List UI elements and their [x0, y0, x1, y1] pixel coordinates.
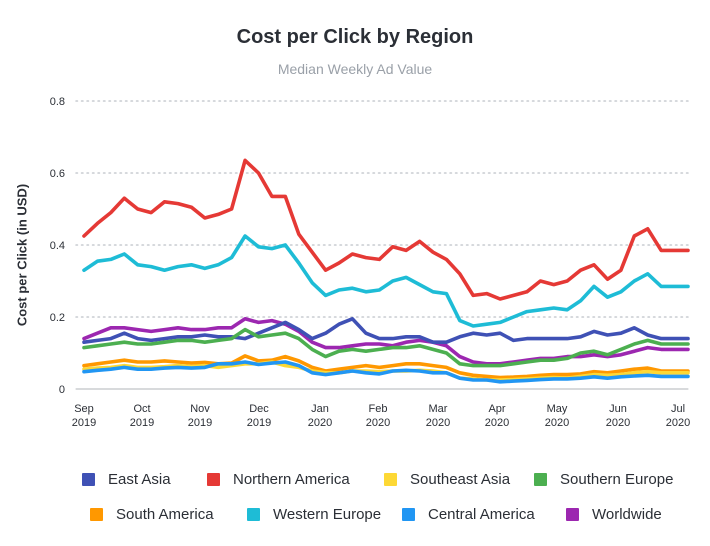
legend-label: East Asia — [108, 471, 171, 488]
legend-label: Southeast Asia — [410, 471, 511, 488]
legend-item-south-america[interactable]: South America — [90, 506, 214, 523]
x-tick-label-year: 2019 — [247, 417, 271, 429]
legend-item-southeast-asia[interactable]: Southeast Asia — [384, 471, 510, 488]
x-tick-label-year: 2020 — [666, 417, 690, 429]
legend-swatch — [534, 473, 547, 486]
series-line-worldwide — [82, 316, 690, 366]
x-tick-label: Jul — [671, 403, 685, 415]
legend-label: Western Europe — [273, 506, 382, 523]
legend-item-western-europe[interactable]: Western Europe — [247, 506, 381, 523]
x-tick-label: Sep — [74, 403, 94, 415]
x-tick-label-year: 2019 — [130, 417, 154, 429]
x-tick-label-year: 2020 — [426, 417, 450, 429]
x-tick-label: Jan — [311, 403, 329, 415]
x-axis-ticks: Sep 2019 Oct 2019 Nov 2019 Dec 2019 Jan 2020 Feb 20… — [72, 403, 690, 429]
series-line-northern-america — [82, 158, 690, 301]
series-line-south-america — [82, 354, 690, 380]
y-axis-ticks: 0 0.2 0.4 0.6 0.8 — [50, 96, 65, 396]
x-tick-label: Nov — [190, 403, 210, 415]
legend-item-central-america[interactable]: Central America — [402, 506, 535, 523]
x-tick-label: Dec — [249, 403, 269, 415]
chart-subtitle: Median Weekly Ad Value — [277, 61, 433, 77]
y-tick-label: 0.4 — [50, 240, 65, 252]
x-tick-label-year: 2020 — [606, 417, 630, 429]
legend-swatch — [90, 508, 103, 521]
series-line-central-america — [82, 360, 690, 384]
x-tick-label: Feb — [369, 403, 388, 415]
chart-legend: East Asia Northern America Southeast Asia S… — [0, 462, 710, 542]
x-tick-label: Oct — [133, 403, 150, 415]
legend-swatch — [82, 473, 95, 486]
x-tick-label: Mar — [429, 403, 448, 415]
x-tick-label-year: 2019 — [188, 417, 212, 429]
legend-label: Worldwide — [592, 506, 662, 523]
legend-item-northern-america[interactable]: Northern America — [207, 471, 350, 488]
y-tick-label: 0 — [59, 384, 65, 396]
legend-item-worldwide[interactable]: Worldwide — [566, 506, 662, 523]
chart-title: Cost per Click by Region — [236, 26, 474, 48]
legend-label: Central America — [428, 506, 535, 523]
x-tick-label-year: 2020 — [308, 417, 332, 429]
y-tick-label: 0.8 — [50, 96, 65, 108]
y-tick-label: 0.2 — [50, 312, 65, 324]
x-tick-label-year: 2020 — [545, 417, 569, 429]
line-chart: 0 0.2 0.4 0.6 0.8 Sep 2019 Oct 2019 Nov 2019 Dec 20… — [50, 96, 691, 429]
series-line-western-europe — [82, 234, 690, 328]
x-tick-label: May — [547, 403, 568, 415]
legend-swatch — [566, 508, 579, 521]
legend-item-east-asia[interactable]: East Asia — [82, 471, 171, 488]
grid-lines — [75, 100, 689, 390]
legend-swatch — [384, 473, 397, 486]
legend-swatch — [207, 473, 220, 486]
series-line-southern-europe — [82, 327, 690, 368]
legend-item-southern-europe[interactable]: Southern Europe — [534, 471, 673, 488]
x-tick-label-year: 2020 — [366, 417, 390, 429]
y-tick-label: 0.6 — [50, 168, 65, 180]
legend-label: South America — [116, 506, 214, 523]
x-tick-label: Jun — [609, 403, 627, 415]
legend-swatch — [247, 508, 260, 521]
series-lines — [82, 158, 690, 384]
x-tick-label: Apr — [488, 403, 505, 415]
legend-label: Northern America — [233, 471, 350, 488]
x-tick-label-year: 2019 — [72, 417, 96, 429]
legend-swatch — [402, 508, 415, 521]
series-line-east-asia — [82, 316, 690, 345]
legend-label: Southern Europe — [560, 471, 674, 488]
x-tick-label-year: 2020 — [485, 417, 509, 429]
